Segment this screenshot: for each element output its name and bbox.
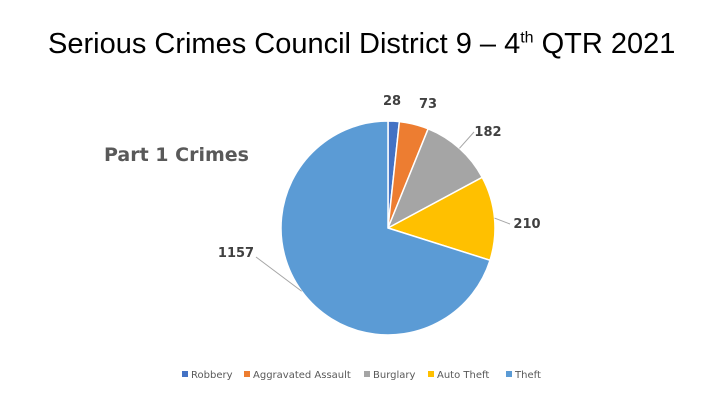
legend-item-auto-theft: Auto Theft — [428, 370, 489, 381]
leader-lines — [255, 131, 511, 292]
chart-title: Part 1 Crimes — [104, 144, 249, 166]
legend-label-burglary: Burglary — [373, 370, 415, 381]
data-label-robbery: 28 — [383, 94, 401, 109]
legend-item-theft: Theft — [506, 370, 541, 381]
data-label-theft: 1157 — [218, 246, 254, 261]
legend-swatch-auto-theft — [428, 371, 434, 377]
legend-label-theft: Theft — [514, 370, 541, 381]
pie-slice-burglary — [386, 127, 484, 230]
slide-title-end: QTR 2021 — [533, 28, 676, 60]
legend-item-aggravated-assault: Aggravated Assault — [244, 370, 351, 381]
legend-item-robbery: Robbery — [182, 370, 233, 381]
leader-line-burglary — [459, 131, 475, 149]
legend-swatch-burglary — [364, 371, 370, 377]
legend: Robbery Aggravated Assault Burglary Auto Th… — [182, 370, 541, 381]
legend-swatch-robbery — [182, 371, 188, 377]
data-labels: 28 73 182 210 1157 — [218, 94, 541, 261]
slide-title-superscript: th — [520, 29, 534, 47]
legend-swatch-aggravated-assault — [244, 371, 250, 377]
legend-label-aggravated-assault: Aggravated Assault — [253, 370, 351, 381]
data-label-auto-theft: 210 — [513, 217, 540, 232]
data-label-burglary: 182 — [474, 125, 501, 140]
slide-title: Serious Crimes Council District 9 – 4th … — [48, 28, 675, 61]
pie-slice-auto-theft — [386, 176, 496, 262]
leader-line-theft — [255, 256, 302, 292]
slide-title-main: Serious Crimes Council District 9 – 4 — [48, 28, 521, 60]
pie-slices — [280, 120, 496, 336]
legend-swatch-theft — [506, 371, 512, 377]
legend-label-robbery: Robbery — [191, 370, 233, 381]
legend-item-burglary: Burglary — [364, 370, 415, 381]
legend-label-auto-theft: Auto Theft — [437, 370, 489, 381]
leader-line-auto-theft — [494, 217, 511, 225]
data-label-aggravated-assault: 73 — [419, 97, 437, 112]
pie-slice-theft — [280, 120, 491, 336]
